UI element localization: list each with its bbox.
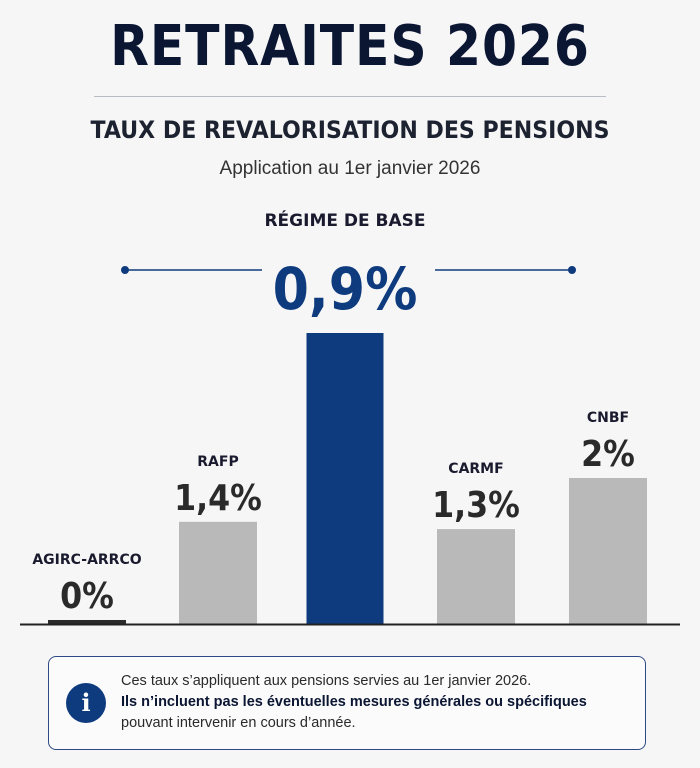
connector-dot-left	[121, 266, 129, 274]
category-label-4: CNBF	[587, 410, 629, 426]
info-box: i Ces taux s’appliquent aux pensions ser…	[48, 656, 646, 750]
info-icon: i	[66, 683, 106, 723]
connector-dot-right	[568, 266, 576, 274]
category-label-2: RÉGIME DE BASE	[264, 209, 425, 231]
bar-2	[306, 333, 384, 624]
application-date: Application au 1er janvier 2026	[219, 158, 481, 179]
chart-subtitle: TAUX DE REVALORISATION DES PENSIONS	[90, 116, 610, 144]
info-line-3: pouvant intervenir en cours d’année.	[121, 715, 356, 731]
bar-1	[179, 521, 257, 624]
info-line-1: Ces taux s’appliquent aux pensions servi…	[121, 673, 532, 689]
category-label-0: AGIRC-ARRCO	[32, 552, 141, 568]
title-divider	[94, 96, 606, 97]
value-label-1: 1,4%	[174, 477, 262, 518]
value-label-3: 1,3%	[432, 484, 520, 525]
bar-0	[48, 620, 126, 624]
info-text: Ces taux s’appliquent aux pensions servi…	[121, 671, 631, 734]
value-label-4: 2%	[581, 433, 635, 474]
category-label-3: CARMF	[448, 461, 503, 477]
page-title: RETRAITES 2026	[110, 14, 590, 79]
value-label-2: 0,9%	[273, 256, 418, 323]
category-label-1: RAFP	[197, 454, 238, 470]
bar-chart: AGIRC-ARRCO 0% RAFP 1,4% RÉGIME DE BASE 0,9% C…	[20, 209, 680, 626]
bar-3	[437, 529, 515, 624]
info-line-2: Ils n’incluent pas les éventuelles mesur…	[121, 694, 587, 710]
bar-4	[569, 478, 647, 624]
value-label-0: 0%	[60, 575, 114, 616]
